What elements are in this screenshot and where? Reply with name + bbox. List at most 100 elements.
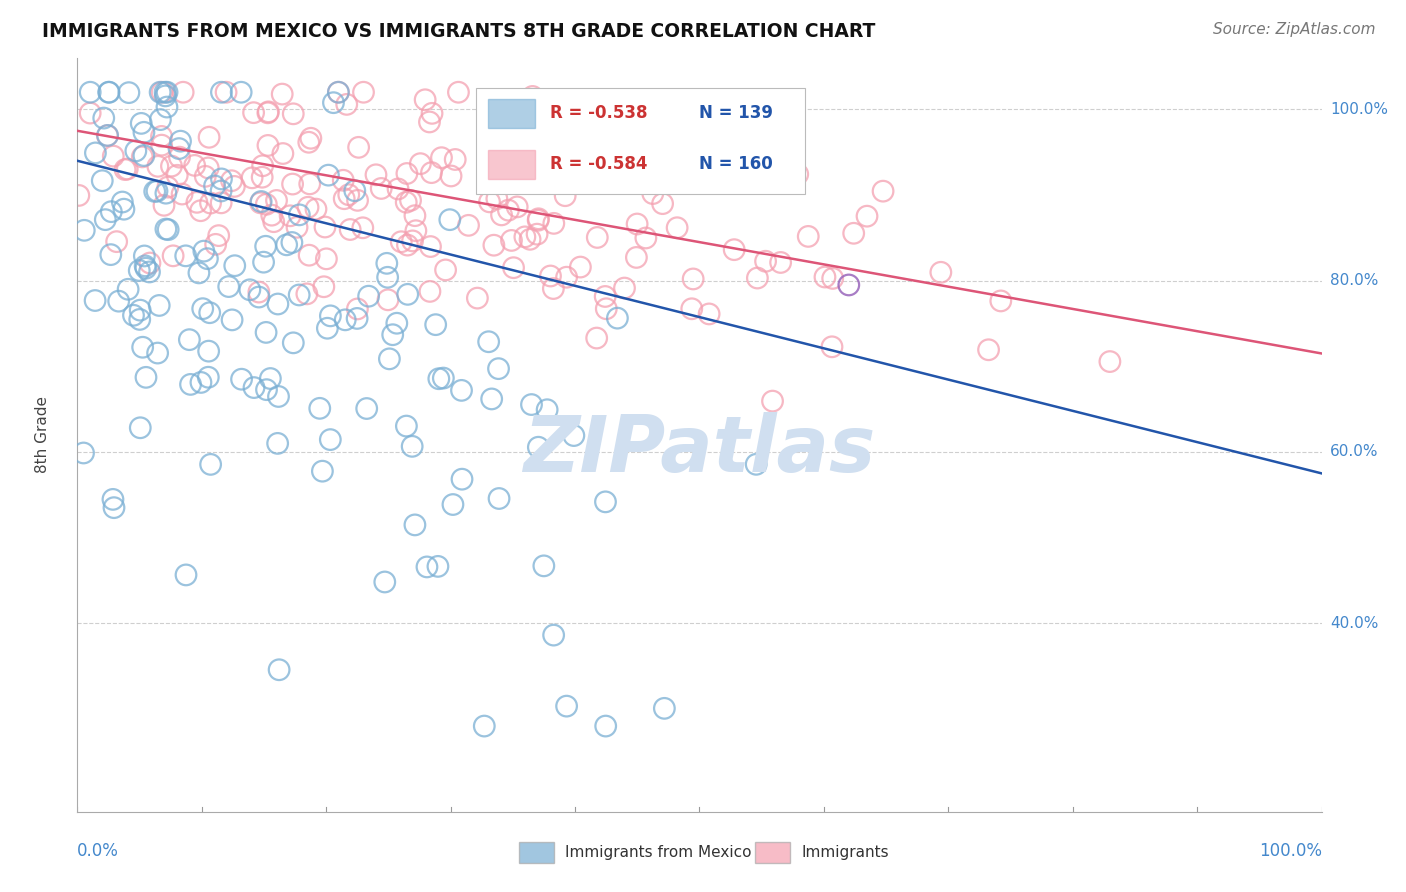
Point xyxy=(472,719,495,733)
Point xyxy=(481,392,503,406)
Point xyxy=(593,289,616,303)
Point xyxy=(312,279,335,293)
Point xyxy=(527,213,550,227)
Point xyxy=(333,192,356,206)
Point xyxy=(595,301,617,316)
Point xyxy=(105,235,128,249)
Point xyxy=(128,312,150,326)
Point xyxy=(197,344,219,359)
Point xyxy=(654,701,676,715)
Point xyxy=(155,222,177,236)
Point xyxy=(169,150,191,164)
Point xyxy=(441,498,464,512)
Point xyxy=(513,230,536,244)
Point xyxy=(194,169,217,184)
Text: 40.0%: 40.0% xyxy=(1330,615,1378,631)
Point xyxy=(395,166,418,180)
Point xyxy=(396,238,419,252)
Point xyxy=(250,170,273,185)
Point xyxy=(231,372,253,386)
Point xyxy=(252,159,274,173)
Point xyxy=(129,116,152,130)
Point xyxy=(395,195,418,210)
Point xyxy=(91,174,114,188)
Point xyxy=(872,184,894,198)
Point xyxy=(681,301,703,316)
Point xyxy=(283,335,305,350)
Point xyxy=(527,211,550,226)
Point xyxy=(209,195,232,210)
Point xyxy=(267,389,290,403)
Point xyxy=(117,282,139,296)
Point xyxy=(346,301,368,316)
Point xyxy=(174,568,197,582)
Point xyxy=(149,85,172,99)
Point xyxy=(254,239,277,253)
Point xyxy=(179,333,201,347)
Point xyxy=(221,174,243,188)
Point xyxy=(821,340,844,354)
Point xyxy=(769,255,792,269)
Point xyxy=(381,327,404,342)
Point xyxy=(209,184,232,198)
Point xyxy=(651,196,673,211)
Point xyxy=(143,185,166,199)
Point xyxy=(131,340,153,354)
Point xyxy=(72,446,94,460)
Point xyxy=(183,158,205,172)
Point xyxy=(242,105,264,120)
Point xyxy=(842,227,865,241)
Point xyxy=(215,85,238,99)
Point xyxy=(641,186,664,201)
Point xyxy=(180,377,202,392)
Text: 0.0%: 0.0% xyxy=(77,842,120,860)
Point xyxy=(153,198,176,212)
Point xyxy=(125,144,148,158)
Point xyxy=(492,128,515,142)
Point xyxy=(357,289,380,303)
Point xyxy=(197,370,219,384)
Point xyxy=(346,311,368,326)
Point xyxy=(478,194,501,209)
Point xyxy=(103,149,125,163)
Point xyxy=(531,124,554,138)
Point xyxy=(399,194,422,208)
Point xyxy=(413,93,436,107)
Point xyxy=(139,256,162,270)
Point xyxy=(250,194,273,209)
FancyBboxPatch shape xyxy=(488,150,536,178)
Point xyxy=(536,402,558,417)
Text: Immigrants: Immigrants xyxy=(801,845,889,860)
Point xyxy=(155,186,177,201)
Text: Source: ZipAtlas.com: Source: ZipAtlas.com xyxy=(1212,22,1375,37)
Point xyxy=(224,259,246,273)
Point xyxy=(401,439,423,453)
Point xyxy=(814,270,837,285)
Point xyxy=(174,249,197,263)
Point xyxy=(198,130,221,145)
Point xyxy=(266,194,288,208)
Point xyxy=(499,148,522,162)
Point xyxy=(533,558,555,573)
Point xyxy=(482,238,505,252)
Point xyxy=(129,421,152,435)
Point xyxy=(172,187,194,202)
Point xyxy=(370,181,392,195)
Point xyxy=(543,628,565,642)
Point xyxy=(239,283,262,297)
Point xyxy=(540,268,562,283)
Point xyxy=(169,134,191,148)
Point xyxy=(555,270,578,285)
Point xyxy=(682,272,704,286)
Point xyxy=(519,232,541,246)
FancyBboxPatch shape xyxy=(475,88,806,194)
Point xyxy=(375,256,398,270)
Point xyxy=(276,237,298,252)
Point xyxy=(155,89,177,103)
Point xyxy=(186,195,208,210)
Point xyxy=(498,203,520,218)
Point xyxy=(613,281,636,295)
Point xyxy=(315,252,337,266)
Point xyxy=(128,263,150,277)
Point xyxy=(419,239,441,253)
